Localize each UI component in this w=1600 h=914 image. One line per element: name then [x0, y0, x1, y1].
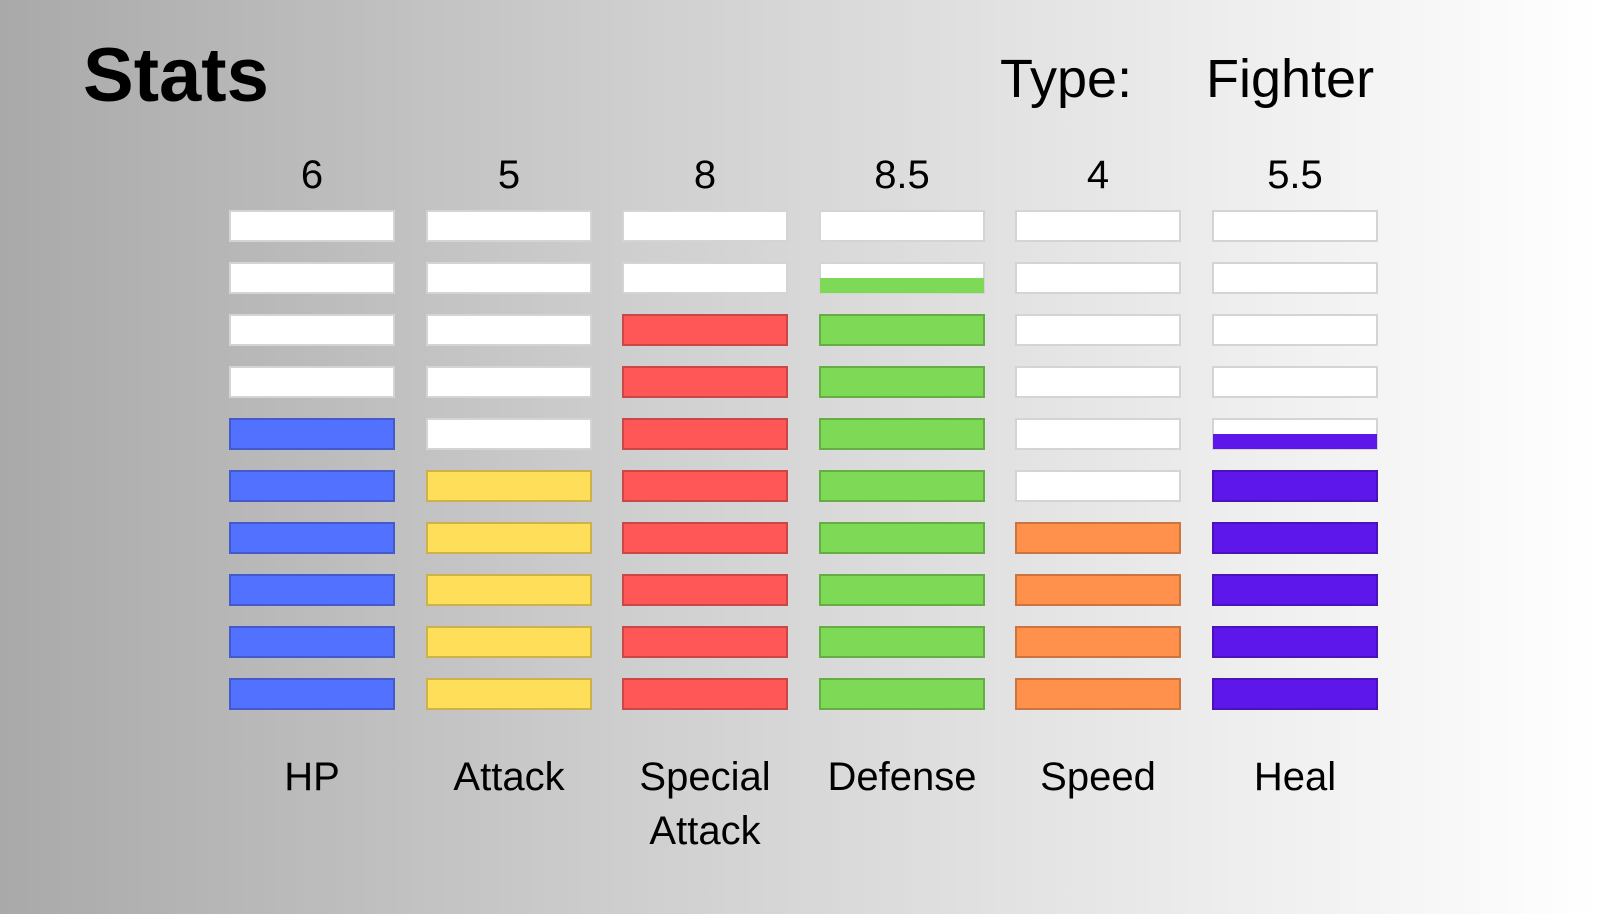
bar-segment-hp-2 — [229, 626, 395, 658]
page-title: Stats — [83, 33, 269, 118]
bar-segment-hp-5 — [229, 470, 395, 502]
value-label-speed: 4 — [1087, 153, 1109, 197]
bar-segment-speed-1 — [1015, 678, 1181, 710]
bar-segment-special-attack-3 — [622, 574, 788, 606]
bar-segment-defense-3 — [819, 574, 985, 606]
bar-segment-heal-2 — [1212, 626, 1378, 658]
bar-segment-attack-7 — [426, 366, 592, 398]
bar-segment-heal-5 — [1212, 470, 1378, 502]
bar-segment-heal-8 — [1212, 314, 1378, 346]
bar-segment-heal-7 — [1212, 366, 1378, 398]
bar-segment-attack-9 — [426, 262, 592, 294]
bar-segment-special-attack-6 — [622, 418, 788, 450]
bar-segment-hp-10 — [229, 210, 395, 242]
bar-segment-speed-5 — [1015, 470, 1181, 502]
bar-segment-defense-6 — [819, 418, 985, 450]
value-label-defense: 8.5 — [874, 153, 930, 197]
bar-segment-speed-9 — [1015, 262, 1181, 294]
bar-segment-heal-9 — [1212, 262, 1378, 294]
category-label-hp: HP — [284, 755, 340, 799]
bar-segment-heal-3 — [1212, 574, 1378, 606]
bar-segment-attack-8 — [426, 314, 592, 346]
category-label-defense: Defense — [828, 755, 977, 799]
bar-segment-heal-1 — [1212, 678, 1378, 710]
bar-segment-speed-7 — [1015, 366, 1181, 398]
bar-segment-special-attack-8 — [622, 314, 788, 346]
bar-segment-attack-10 — [426, 210, 592, 242]
bar-segment-special-attack-5 — [622, 470, 788, 502]
bar-segment-heal-6 — [1212, 418, 1378, 450]
category-label-special-attack: Special Attack — [639, 755, 770, 853]
bar-segment-speed-2 — [1015, 626, 1181, 658]
value-label-attack: 5 — [498, 153, 520, 197]
bar-segment-attack-3 — [426, 574, 592, 606]
bar-segment-special-attack-7 — [622, 366, 788, 398]
bar-segment-defense-4 — [819, 522, 985, 554]
bar-segment-heal-4 — [1212, 522, 1378, 554]
bar-segment-special-attack-10 — [622, 210, 788, 242]
bar-segment-hp-9 — [229, 262, 395, 294]
category-label-heal: Heal — [1254, 755, 1336, 799]
bar-segment-speed-10 — [1015, 210, 1181, 242]
bar-segment-attack-1 — [426, 678, 592, 710]
bar-segment-attack-5 — [426, 470, 592, 502]
bar-segment-defense-10 — [819, 210, 985, 242]
bar-segment-defense-9 — [819, 262, 985, 294]
bar-segment-attack-2 — [426, 626, 592, 658]
bar-segment-special-attack-4 — [622, 522, 788, 554]
value-label-heal: 5.5 — [1267, 153, 1323, 197]
bar-segment-defense-7 — [819, 366, 985, 398]
bar-segment-speed-3 — [1015, 574, 1181, 606]
bar-segment-attack-6 — [426, 418, 592, 450]
bar-segment-heal-10 — [1212, 210, 1378, 242]
bar-segment-speed-6 — [1015, 418, 1181, 450]
bar-segment-hp-8 — [229, 314, 395, 346]
bar-segment-attack-4 — [426, 522, 592, 554]
bar-segment-hp-4 — [229, 522, 395, 554]
bar-segment-hp-7 — [229, 366, 395, 398]
bar-segment-defense-8 — [819, 314, 985, 346]
bar-segment-defense-5 — [819, 470, 985, 502]
category-label-speed: Speed — [1040, 755, 1156, 799]
bar-segment-speed-4 — [1015, 522, 1181, 554]
type-value: Fighter — [1206, 49, 1375, 109]
category-label-attack: Attack — [453, 755, 565, 799]
value-label-special-attack: 8 — [694, 153, 716, 197]
bar-segment-hp-6 — [229, 418, 395, 450]
bar-segment-defense-1 — [819, 678, 985, 710]
bar-segment-speed-8 — [1015, 314, 1181, 346]
bar-segment-hp-1 — [229, 678, 395, 710]
bar-segment-special-attack-1 — [622, 678, 788, 710]
bar-segment-special-attack-9 — [622, 262, 788, 294]
bar-segment-special-attack-2 — [622, 626, 788, 658]
type-label: Type: — [1000, 49, 1133, 109]
bar-segment-hp-3 — [229, 574, 395, 606]
value-label-hp: 6 — [301, 153, 323, 197]
bar-segment-defense-2 — [819, 626, 985, 658]
